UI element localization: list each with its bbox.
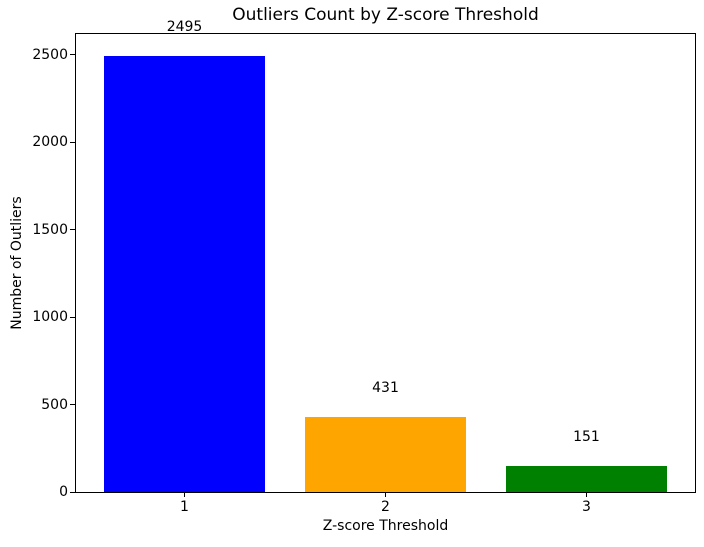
x-tick-label: 1 — [180, 499, 189, 515]
x-tick-mark — [385, 492, 386, 497]
plot-area: 0 500 1000 1500 2000 2500 2495 1 431 2 151 3 — [32, 20, 696, 515]
y-tick-mark — [70, 491, 75, 493]
x-tick-label: 3 — [582, 499, 591, 515]
bar-threshold-1 — [104, 55, 265, 492]
x-axis-label: Z-score Threshold — [322, 518, 449, 534]
y-tick-label: 2000 — [32, 134, 68, 151]
bar-value-label: 2495 — [166, 18, 203, 35]
x-tick-mark — [585, 492, 587, 497]
x-tick-label: 2 — [381, 499, 390, 515]
bar-threshold-2 — [305, 416, 466, 492]
bar-value-label: 151 — [573, 428, 600, 445]
y-tick-mark — [70, 54, 75, 56]
x-tick-mark — [184, 492, 186, 497]
y-tick-label: 2500 — [32, 46, 68, 63]
y-tick-mark — [70, 316, 75, 318]
chart-title: Outliers Count by Z-score Threshold — [232, 5, 539, 25]
y-tick-label: 1500 — [32, 221, 68, 238]
y-tick-label: 1000 — [32, 309, 68, 326]
y-tick-mark — [70, 141, 75, 143]
y-tick-label: 0 — [59, 484, 68, 500]
bar-value-label: 431 — [372, 379, 399, 396]
y-tick-mark — [70, 229, 75, 231]
bar-threshold-3 — [506, 465, 667, 492]
y-tick-label: 500 — [41, 396, 68, 413]
y-tick-mark — [70, 404, 75, 406]
